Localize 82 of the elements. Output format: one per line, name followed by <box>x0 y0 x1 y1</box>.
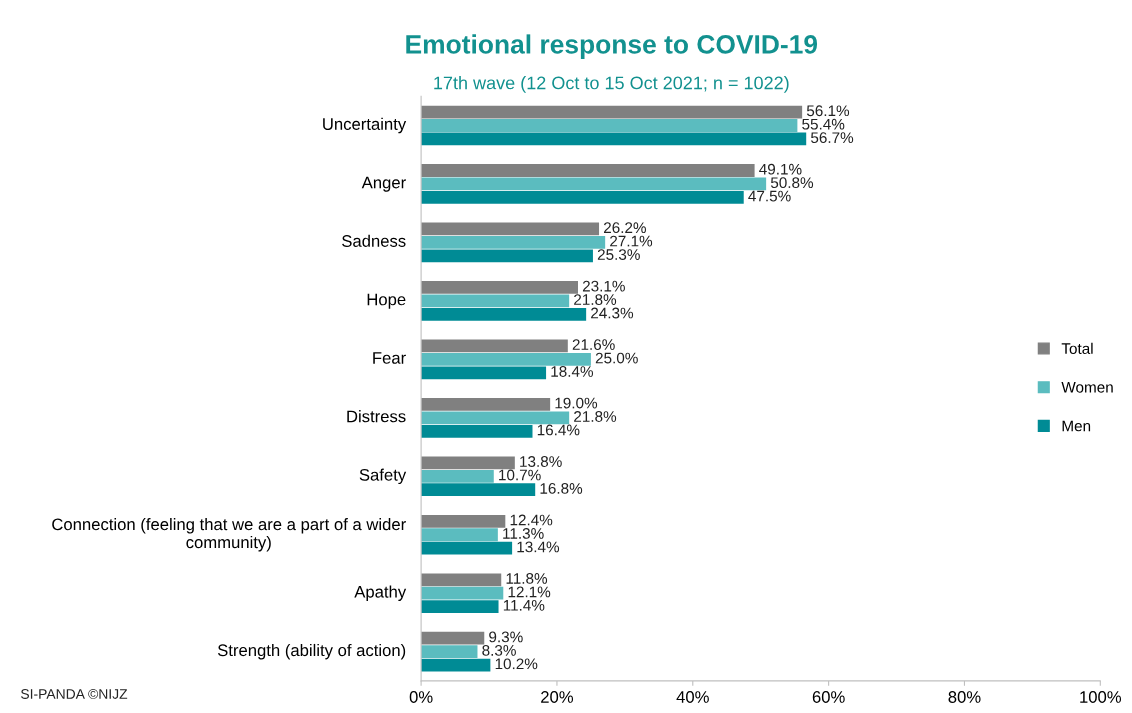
bar <box>421 600 499 614</box>
data-label: 26.2% <box>603 222 646 234</box>
x-tick-label: 60% <box>812 691 845 703</box>
bar <box>421 307 587 321</box>
y-tick-label: Distress <box>347 410 406 423</box>
y-tick-label: Uncertainty <box>323 117 407 134</box>
bar <box>421 424 533 438</box>
bar <box>421 294 570 308</box>
y-tick-label: Connection (feeling that we are a part of a wider community) <box>52 518 406 552</box>
bar <box>421 573 502 587</box>
bar <box>421 541 513 555</box>
bar <box>421 177 767 191</box>
bar <box>421 658 491 672</box>
bar <box>421 119 798 132</box>
bar <box>421 352 591 366</box>
data-label: 24.3% <box>591 307 634 319</box>
legend-label: Women <box>1061 382 1113 393</box>
bar <box>421 249 593 263</box>
data-label: 11.3% <box>503 528 544 539</box>
bar <box>421 456 515 470</box>
data-label: 25.0% <box>595 352 638 364</box>
bar <box>421 631 485 645</box>
chart-title: Emotional response to COVID-19 <box>406 34 818 59</box>
bar <box>421 411 570 425</box>
data-label: 49.1% <box>759 163 802 175</box>
bar <box>421 366 547 380</box>
legend-label: Total <box>1061 342 1093 354</box>
data-label: 12.4% <box>510 514 553 526</box>
bar <box>421 132 807 146</box>
data-label: 21.6% <box>572 339 615 351</box>
bar <box>421 236 606 249</box>
y-tick-label: Apathy <box>354 585 407 601</box>
x-tick-label: 100% <box>1080 691 1122 703</box>
data-label: 16.8% <box>540 483 583 494</box>
data-label: 13.8% <box>520 456 562 467</box>
data-label: 47.5% <box>748 190 791 202</box>
y-tick-label: Hope <box>367 293 406 309</box>
data-label: 13.4% <box>517 541 560 553</box>
x-tick-label: 20% <box>541 691 574 703</box>
bar <box>421 483 536 497</box>
bar <box>421 469 494 483</box>
data-label: 8.3% <box>482 644 516 656</box>
text: SI-PANDA ©NIJZ <box>21 689 128 699</box>
chart-subtitle: 17th wave (12 Oct to 15 Oct 2021; n = 1022) <box>434 76 789 93</box>
y-tick-label: Safety <box>359 468 407 485</box>
data-label: 23.1% <box>582 280 625 292</box>
data-label: 10.7% <box>499 469 541 481</box>
y-tick-label: Fear <box>373 352 406 364</box>
data-label: 21.8% <box>574 294 617 305</box>
bar <box>421 191 744 204</box>
data-label: 12.1% <box>508 586 551 598</box>
y-tick-label: Anger <box>361 176 406 192</box>
bar <box>421 528 498 542</box>
data-label: 27.1% <box>610 235 653 247</box>
y-tick-label: Strength (ability of action) <box>217 643 406 660</box>
bar <box>421 222 600 236</box>
x-tick-label: 80% <box>948 691 981 703</box>
bar <box>421 164 755 177</box>
data-label: 50.8% <box>770 177 814 189</box>
data-label: 16.4% <box>537 424 580 436</box>
data-label: 56.1% <box>806 105 850 117</box>
data-label: 18.4% <box>551 366 594 377</box>
data-label: 11.4% <box>503 600 545 611</box>
data-label: 25.3% <box>597 249 640 260</box>
legend-label: Men <box>1062 420 1091 432</box>
bar <box>421 514 506 528</box>
x-tick-label: 40% <box>676 691 709 703</box>
data-label: 9.3% <box>489 631 523 643</box>
x-tick-label: 0% <box>409 691 433 703</box>
data-label: 10.2% <box>495 658 538 670</box>
bar <box>421 397 551 411</box>
bar <box>421 281 578 294</box>
bar <box>421 645 478 659</box>
bar <box>421 586 504 600</box>
bar <box>421 105 803 119</box>
data-label: 19.0% <box>555 397 598 409</box>
data-label: 11.8% <box>506 573 548 584</box>
data-label: 21.8% <box>574 411 617 422</box>
y-tick-label: Sadness <box>342 234 406 247</box>
data-label: 55.4% <box>802 118 845 130</box>
data-label: 56.7% <box>810 132 854 144</box>
bar <box>421 339 568 353</box>
